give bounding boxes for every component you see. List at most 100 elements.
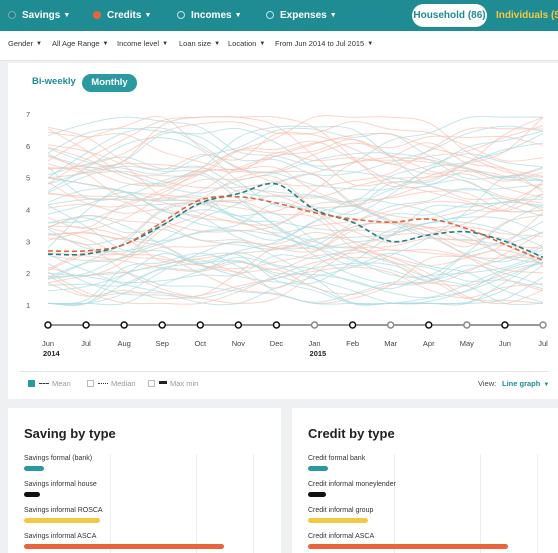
x-tick-label: Dec <box>270 339 284 348</box>
timeline-marker <box>310 321 319 329</box>
bar[interactable] <box>308 492 326 497</box>
timeline-marker <box>386 321 395 329</box>
timeline-marker <box>234 321 243 329</box>
filter-date-range[interactable]: From Jun 2014 to Jul 2015 ▼ <box>275 31 373 61</box>
bar[interactable] <box>308 518 368 523</box>
gridline <box>110 454 111 553</box>
chevron-down-icon: ▼ <box>214 41 221 47</box>
household-line <box>47 153 544 203</box>
household-line <box>47 125 544 176</box>
household-line <box>47 132 544 187</box>
household-line <box>47 126 544 191</box>
legend-mean[interactable]: Mean <box>28 379 71 388</box>
bar-label: Credit informal moneylender <box>308 481 396 488</box>
filter-loan-size[interactable]: Loan size ▼ <box>179 31 220 61</box>
legend-maxmin-label: Max min <box>170 379 199 388</box>
household-line <box>47 166 544 229</box>
x-tick-label: Nov <box>232 339 246 348</box>
filter-location[interactable]: Location ▼ <box>228 31 265 61</box>
household-line <box>47 198 544 265</box>
household-line <box>47 216 544 250</box>
checkbox-checked-icon <box>28 380 35 387</box>
savings-dot-icon <box>8 11 16 19</box>
x-tick-label: Aug <box>117 339 130 348</box>
household-line <box>47 232 544 289</box>
checkbox-empty-icon <box>148 380 155 387</box>
household-line <box>47 209 544 278</box>
bar-label: Savings informal ASCA <box>24 533 97 540</box>
household-line <box>47 159 544 190</box>
household-line <box>47 170 544 248</box>
individuals-tab[interactable]: Individuals (516 <box>496 10 558 21</box>
bar[interactable] <box>24 466 44 471</box>
legend-divider <box>20 371 548 372</box>
credit-card-title: Credit by type <box>308 426 395 441</box>
gridline <box>196 454 197 553</box>
household-line <box>48 261 544 306</box>
solid-line-icon <box>159 381 167 384</box>
legend-maxmin[interactable]: Max min <box>148 379 198 388</box>
bar-label: Credit formal bank <box>308 455 366 462</box>
filter-gender-label: Gender <box>8 39 34 48</box>
household-line <box>47 115 544 188</box>
legend-mean-label: Mean <box>52 379 71 388</box>
gridline <box>253 454 254 553</box>
household-line <box>47 142 544 213</box>
nav-expenses[interactable]: Expenses ▼ <box>266 0 337 31</box>
view-selector[interactable]: Line graph ▼ <box>502 379 549 388</box>
chevron-down-icon: ▼ <box>329 12 337 19</box>
incomes-dot-icon <box>177 11 185 19</box>
bar[interactable] <box>24 492 40 497</box>
bar-label: Credit informal group <box>308 507 374 514</box>
dashed-line-icon <box>39 383 49 384</box>
nav-credits[interactable]: Credits ▼ <box>93 0 151 31</box>
household-line <box>47 185 544 226</box>
filter-income-level[interactable]: Income level ▼ <box>117 31 168 61</box>
x-tick-label: Jun <box>499 339 511 348</box>
saving-card-title: Saving by type <box>24 426 116 441</box>
household-line <box>47 245 544 305</box>
x-tick-label: May <box>460 339 474 348</box>
y-tick-label: 1 <box>26 301 30 310</box>
filter-income-label: Income level <box>117 39 160 48</box>
chevron-down-icon: ▼ <box>234 12 242 19</box>
bar-label: Savings informal house <box>24 481 97 488</box>
credits-dot-icon <box>93 11 101 19</box>
view-label: View: <box>478 379 497 388</box>
period-monthly-toggle[interactable]: Monthly <box>82 74 137 92</box>
filter-location-label: Location <box>228 39 257 48</box>
legend-median[interactable]: Median <box>87 379 136 388</box>
x-tick-label: Feb <box>346 339 359 348</box>
view-selector-label: Line graph <box>502 379 541 388</box>
nav-incomes[interactable]: Incomes ▼ <box>177 0 242 31</box>
y-tick-label: 3 <box>26 237 30 246</box>
nav-incomes-label: Incomes <box>191 10 232 21</box>
household-line <box>47 175 544 244</box>
y-tick-label: 6 <box>26 142 30 151</box>
filter-age-range[interactable]: All Age Range ▼ <box>52 31 109 61</box>
timeline-marker <box>272 321 281 329</box>
dotted-line-icon <box>98 383 108 384</box>
x-tick-label: Apr <box>423 339 435 348</box>
household-line <box>47 222 544 270</box>
household-line <box>47 257 544 299</box>
bar[interactable] <box>308 544 508 549</box>
y-tick-label: 2 <box>26 269 30 278</box>
bar[interactable] <box>24 518 100 523</box>
x-tick-label: Oct <box>194 339 207 348</box>
household-line <box>47 256 544 305</box>
filter-gender[interactable]: Gender ▼ <box>8 31 42 61</box>
expenses-dot-icon <box>266 11 274 19</box>
gridline <box>480 454 481 553</box>
bar[interactable] <box>308 466 328 471</box>
nav-savings[interactable]: Savings ▼ <box>8 0 70 31</box>
y-tick-label: 7 <box>26 110 30 119</box>
household-tab[interactable]: Household (86) <box>412 4 487 27</box>
bar-label: Credit informal ASCA <box>308 533 375 540</box>
household-line <box>47 131 544 173</box>
year-label: 2014 <box>43 349 61 358</box>
filter-age-label: All Age Range <box>52 39 100 48</box>
bar[interactable] <box>24 544 224 549</box>
period-biweekly-toggle[interactable]: Bi-weekly <box>32 76 76 87</box>
household-line <box>47 127 544 179</box>
